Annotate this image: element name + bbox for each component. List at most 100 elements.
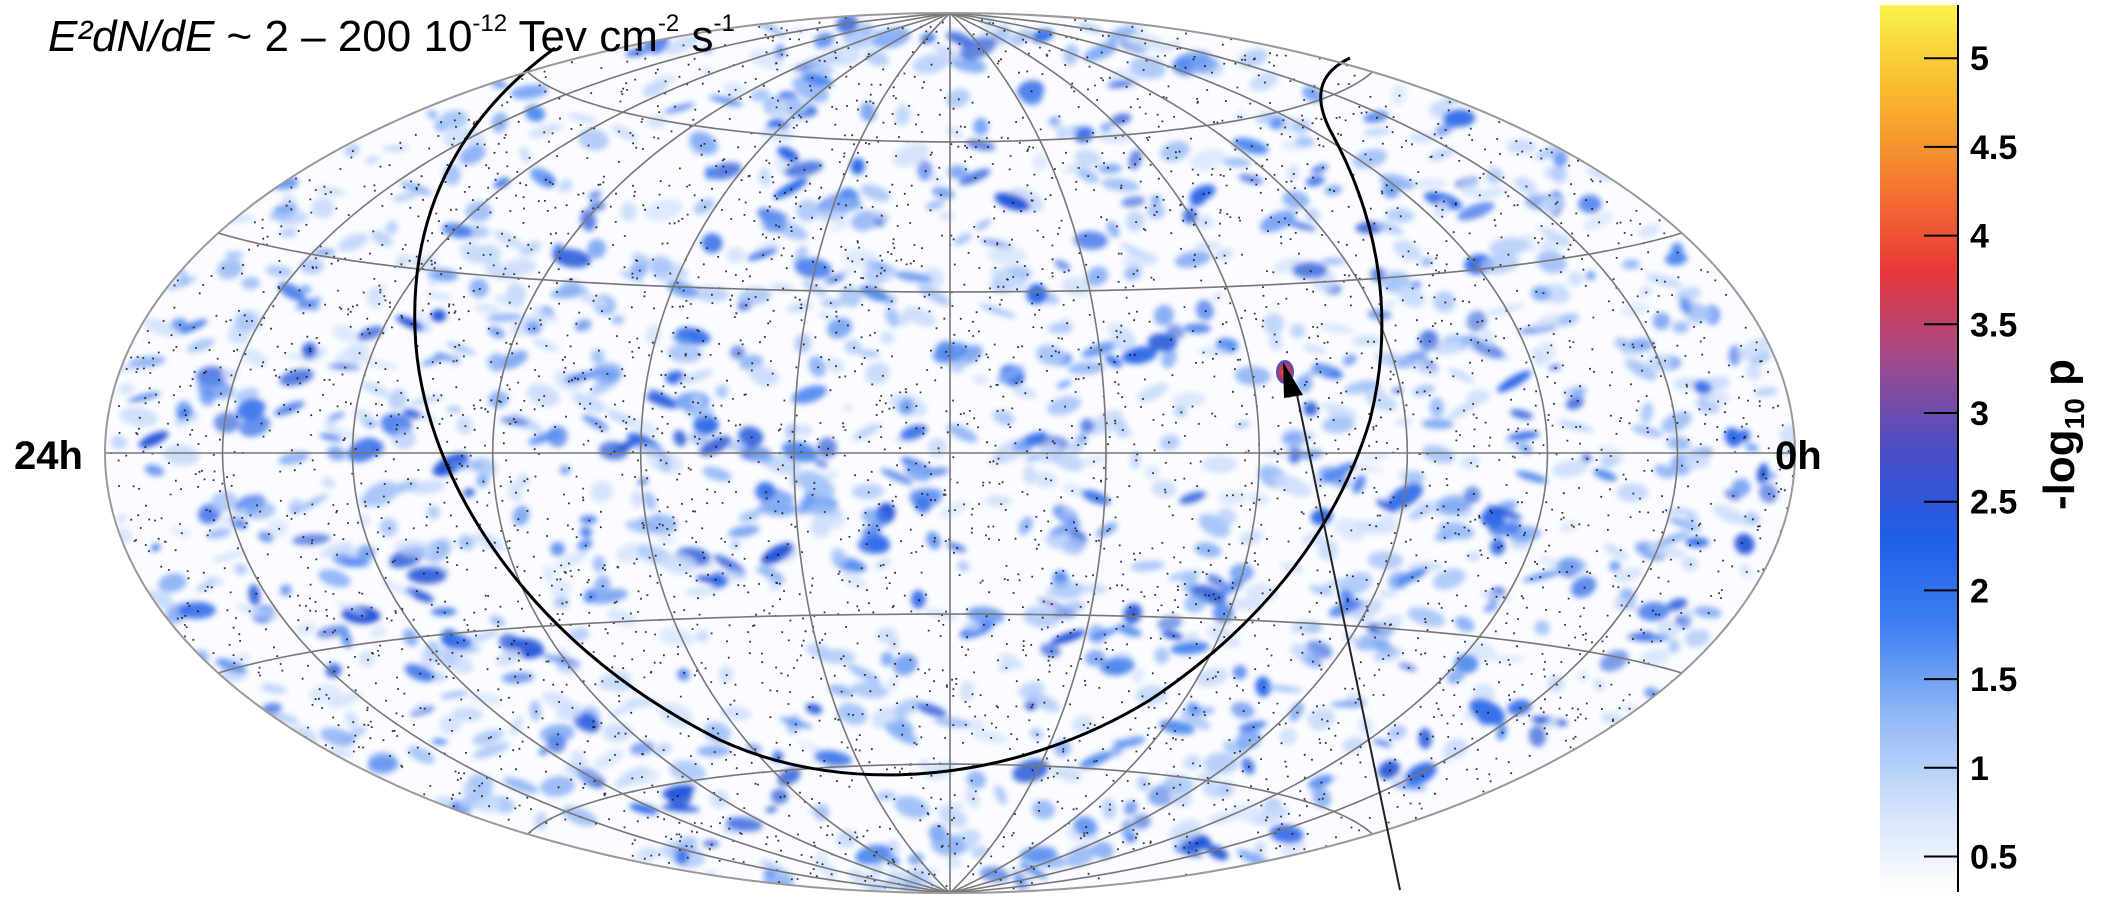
heatmap-blob: [659, 628, 695, 647]
heatmap-blob: [946, 424, 978, 443]
heatmap-blob: [843, 403, 853, 412]
heatmap-blob: [1342, 736, 1365, 753]
colorbar-title-sub: 10: [2059, 398, 2090, 430]
heatmap-blob: [880, 651, 894, 667]
heatmap-blob: [360, 358, 398, 370]
heatmap-blob: [1395, 418, 1414, 426]
heatmap-blob: [1303, 401, 1318, 417]
heatmap-blob: [798, 473, 835, 499]
heatmap-blob: [703, 721, 731, 744]
heatmap-blob: [1023, 464, 1036, 485]
heatmap-blob: [1249, 72, 1279, 92]
heatmap-blob: [1621, 259, 1641, 270]
heatmap-blob: [162, 444, 200, 466]
heatmap-blob: [1153, 304, 1174, 326]
heatmap-blob: [266, 711, 300, 725]
heatmap-blob: [570, 750, 587, 770]
heatmap-blob: [885, 307, 901, 328]
heatmap-blob: [1407, 607, 1446, 627]
heatmap-blob: [1062, 483, 1088, 498]
heatmap-blob: [171, 318, 188, 330]
heatmap-blob: [1528, 725, 1546, 747]
heatmap-blob: [225, 251, 244, 259]
heatmap-blob: [574, 319, 592, 332]
heatmap-blob: [550, 541, 566, 557]
title-rest: ~ 2 – 200 10: [214, 12, 473, 61]
heatmap-blob: [248, 584, 261, 606]
heatmap-blob: [791, 385, 828, 404]
heatmap-blob: [1105, 355, 1123, 368]
heatmap-blob: [1667, 598, 1688, 611]
parallel-line: [217, 232, 1683, 293]
heatmap-blob: [1225, 597, 1265, 611]
heatmap-blob: [1745, 443, 1759, 452]
heatmap-blob: [371, 230, 393, 247]
colorbar-tick-label: 2: [1970, 572, 1989, 610]
heatmap-blob: [880, 331, 894, 345]
heatmap-blob: [663, 102, 695, 114]
heatmap-blob: [347, 437, 381, 463]
heatmap-blob: [466, 633, 491, 645]
heatmap-blob: [1123, 800, 1138, 816]
heatmap-blob: [631, 490, 643, 508]
heatmap-blob: [1117, 736, 1146, 748]
title-unit-2: s: [679, 12, 714, 61]
heatmap-blob: [1464, 486, 1481, 504]
heatmap-blob: [410, 706, 435, 716]
heatmap-blob: [380, 580, 414, 597]
heatmap-blob: [814, 750, 852, 767]
heatmap-blob: [1480, 328, 1495, 347]
heatmap-blob: [1076, 433, 1088, 445]
heatmap-blob: [1344, 380, 1379, 395]
heatmap-blob: [1044, 591, 1060, 599]
heatmap-blob: [1515, 470, 1548, 484]
heatmap-blob: [236, 398, 266, 420]
heatmap-blob: [1130, 560, 1165, 572]
heatmap-blob: [279, 584, 292, 596]
heatmap-blob: [865, 362, 890, 385]
heatmap-blob: [1048, 322, 1074, 334]
heatmap-blob: [364, 156, 380, 164]
heatmap-blob: [1446, 668, 1466, 684]
heatmap-blob: [328, 691, 362, 709]
heatmap-blob: [138, 431, 169, 448]
heatmap-blob: [165, 276, 198, 291]
heatmap-blob: [1184, 632, 1199, 642]
heatmap-blob: [894, 104, 911, 126]
heatmap-blob: [476, 474, 489, 488]
heatmap-blob: [851, 210, 880, 231]
heatmap-blob: [1231, 803, 1269, 825]
heatmap-blob: [128, 355, 166, 368]
heatmap-blob: [1431, 341, 1463, 355]
heatmap-blob: [975, 219, 992, 231]
heatmap-blob: [667, 785, 693, 808]
x-label-right: 0h: [1775, 434, 1822, 478]
heatmap-blob: [150, 543, 161, 552]
heatmap-blob: [1051, 124, 1080, 139]
heatmap-blob: [486, 313, 523, 322]
heatmap-blob: [236, 603, 262, 618]
heatmap-blob: [972, 374, 988, 385]
heatmap-blob: [465, 201, 493, 223]
heatmap-blob: [880, 468, 914, 485]
heatmap-blob: [870, 208, 891, 221]
heatmap-blob: [501, 672, 535, 684]
heatmap-blob: [795, 199, 820, 222]
heatmap-blob: [426, 505, 441, 520]
heatmap-blob: [1728, 345, 1742, 366]
heatmap-blob: [761, 214, 788, 233]
heatmap-blob: [840, 571, 868, 589]
heatmap-blob: [1603, 543, 1629, 560]
heatmap-blob: [779, 717, 813, 729]
heatmap-blob: [1033, 471, 1058, 488]
heatmap-blob: [1684, 629, 1710, 648]
heatmap-blob: [1069, 441, 1083, 453]
heatmap-blob: [338, 233, 369, 252]
heatmap-blob: [997, 365, 1025, 384]
heatmap-blob: [1124, 34, 1164, 51]
title-unit-1: Tev cm: [507, 12, 658, 61]
heatmap-blob: [1161, 347, 1177, 369]
heatmap-blob: [1032, 153, 1049, 171]
heatmap-blob: [1753, 387, 1778, 397]
heatmap-blob: [1734, 533, 1755, 555]
